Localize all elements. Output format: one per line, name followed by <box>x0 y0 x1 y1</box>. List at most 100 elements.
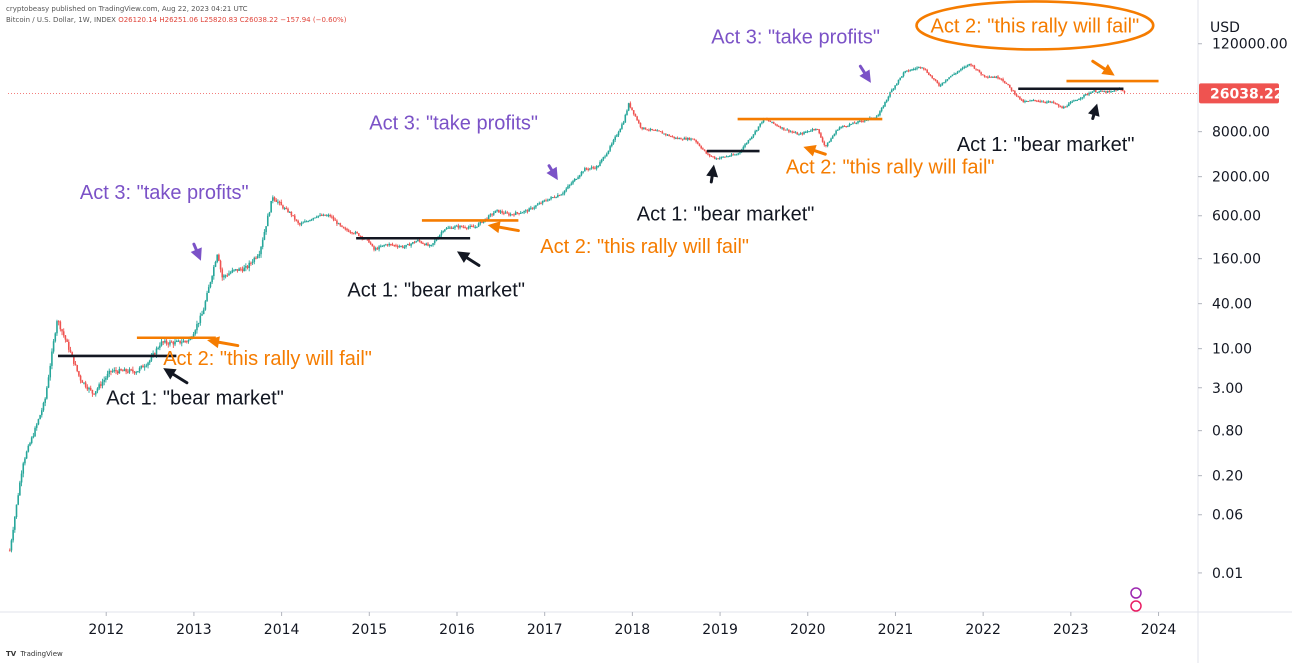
candle <box>518 212 520 216</box>
candle <box>1066 104 1068 108</box>
candle-body <box>339 223 342 226</box>
candle-body <box>169 341 171 345</box>
candle-body <box>809 130 812 132</box>
candle-body <box>73 355 75 364</box>
time-axis[interactable]: 2012 2013 2014 2015 2016 2017 2018 2019 2020 2021… <box>88 612 1176 638</box>
candle-body <box>676 137 679 139</box>
candle-body <box>481 221 483 223</box>
candle <box>722 156 724 158</box>
candle-body <box>245 266 247 268</box>
candle-body <box>735 154 738 156</box>
candle-body <box>479 221 482 224</box>
candle-body <box>553 197 556 199</box>
candle-body <box>501 211 503 213</box>
candle <box>412 241 414 245</box>
candle <box>317 215 320 219</box>
candle <box>1012 89 1014 92</box>
candle <box>86 384 89 392</box>
candle-body <box>600 159 603 163</box>
candle-body <box>632 110 635 115</box>
candle-body <box>538 203 541 205</box>
candle-body <box>654 130 657 132</box>
candle-body <box>747 140 750 143</box>
candle-body <box>201 314 203 316</box>
candle-body <box>62 331 65 336</box>
candle-body <box>1101 90 1104 92</box>
candle-body <box>516 212 519 214</box>
candle-body <box>813 129 815 131</box>
candle <box>285 206 288 210</box>
candle <box>629 101 632 109</box>
candle <box>206 290 208 302</box>
candle <box>536 202 539 206</box>
candle <box>260 246 262 258</box>
candle <box>477 222 480 228</box>
candle-body <box>1086 94 1089 96</box>
candle <box>678 137 681 140</box>
candle-body <box>1062 106 1065 109</box>
candle <box>391 242 394 246</box>
candle-body <box>1096 92 1099 94</box>
candle <box>572 179 574 185</box>
candle <box>1014 90 1016 96</box>
candle <box>116 370 119 376</box>
candle <box>14 515 16 533</box>
candle <box>548 198 551 201</box>
candle-body <box>25 451 28 459</box>
candle <box>1041 100 1043 103</box>
candle-body <box>61 329 63 332</box>
candle <box>884 101 886 107</box>
candle <box>971 64 974 67</box>
candle <box>584 166 586 172</box>
candle-body <box>666 134 669 136</box>
candle <box>186 340 188 344</box>
candle <box>889 91 891 98</box>
candle-body <box>192 334 195 338</box>
candle-body <box>1008 85 1011 88</box>
candle <box>261 237 264 250</box>
tradingview-logo[interactable]: TV TradingView <box>6 650 63 658</box>
candle <box>855 122 858 125</box>
candle <box>123 367 126 372</box>
candle-body <box>1046 101 1048 103</box>
candle-body <box>572 180 574 184</box>
candle <box>42 401 45 412</box>
candle-body <box>59 321 62 330</box>
candle <box>616 133 618 138</box>
candle-body <box>611 143 613 147</box>
annotations: Act 3: "take profits" Act 2: "this rally … <box>80 0 1155 409</box>
candle <box>352 232 355 235</box>
candle <box>568 184 571 189</box>
candle-body <box>406 244 409 246</box>
candle-body <box>32 436 35 438</box>
candle <box>1111 90 1114 93</box>
candle-body <box>137 371 139 373</box>
candle <box>653 129 655 131</box>
candle <box>374 246 377 252</box>
ohlc-values: O26120.14 H26251.06 L25820.83 C26038.22 … <box>118 16 347 24</box>
candle-body <box>243 267 245 272</box>
candle <box>172 340 175 348</box>
y-tick-label: 600.00 <box>1212 209 1261 225</box>
candle <box>671 135 674 138</box>
candle <box>917 66 920 69</box>
candle-body <box>772 121 775 124</box>
candle-body <box>774 123 777 125</box>
candle-body <box>160 341 163 346</box>
candle-body <box>449 227 451 229</box>
candle <box>476 226 478 229</box>
candle <box>656 129 659 132</box>
candle-body <box>1020 99 1023 101</box>
candle-body <box>514 212 517 215</box>
candle <box>96 387 99 394</box>
candle-body <box>224 275 227 277</box>
candle <box>447 225 450 229</box>
candle <box>216 254 218 264</box>
candle <box>924 68 927 71</box>
candle <box>89 385 92 391</box>
candle-body <box>474 226 477 228</box>
candle-body <box>941 82 944 86</box>
